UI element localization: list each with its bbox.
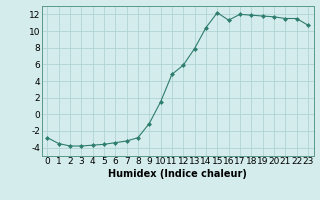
X-axis label: Humidex (Indice chaleur): Humidex (Indice chaleur) bbox=[108, 169, 247, 179]
